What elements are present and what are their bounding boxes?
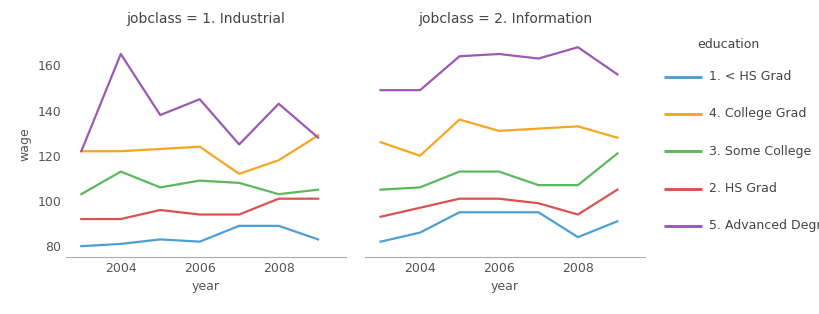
Title: jobclass = 1. Industrial: jobclass = 1. Industrial [126,12,285,26]
X-axis label: year: year [192,280,219,293]
Text: 5. Advanced Degree: 5. Advanced Degree [709,219,819,232]
Text: education: education [697,38,759,51]
Text: 2. HS Grad: 2. HS Grad [709,182,777,195]
X-axis label: year: year [491,280,519,293]
Y-axis label: wage: wage [19,127,32,161]
Text: 1. < HS Grad: 1. < HS Grad [709,70,792,83]
Text: 3. Some College: 3. Some College [709,145,812,158]
Text: 4. College Grad: 4. College Grad [709,107,807,121]
Title: jobclass = 2. Information: jobclass = 2. Information [418,12,592,26]
